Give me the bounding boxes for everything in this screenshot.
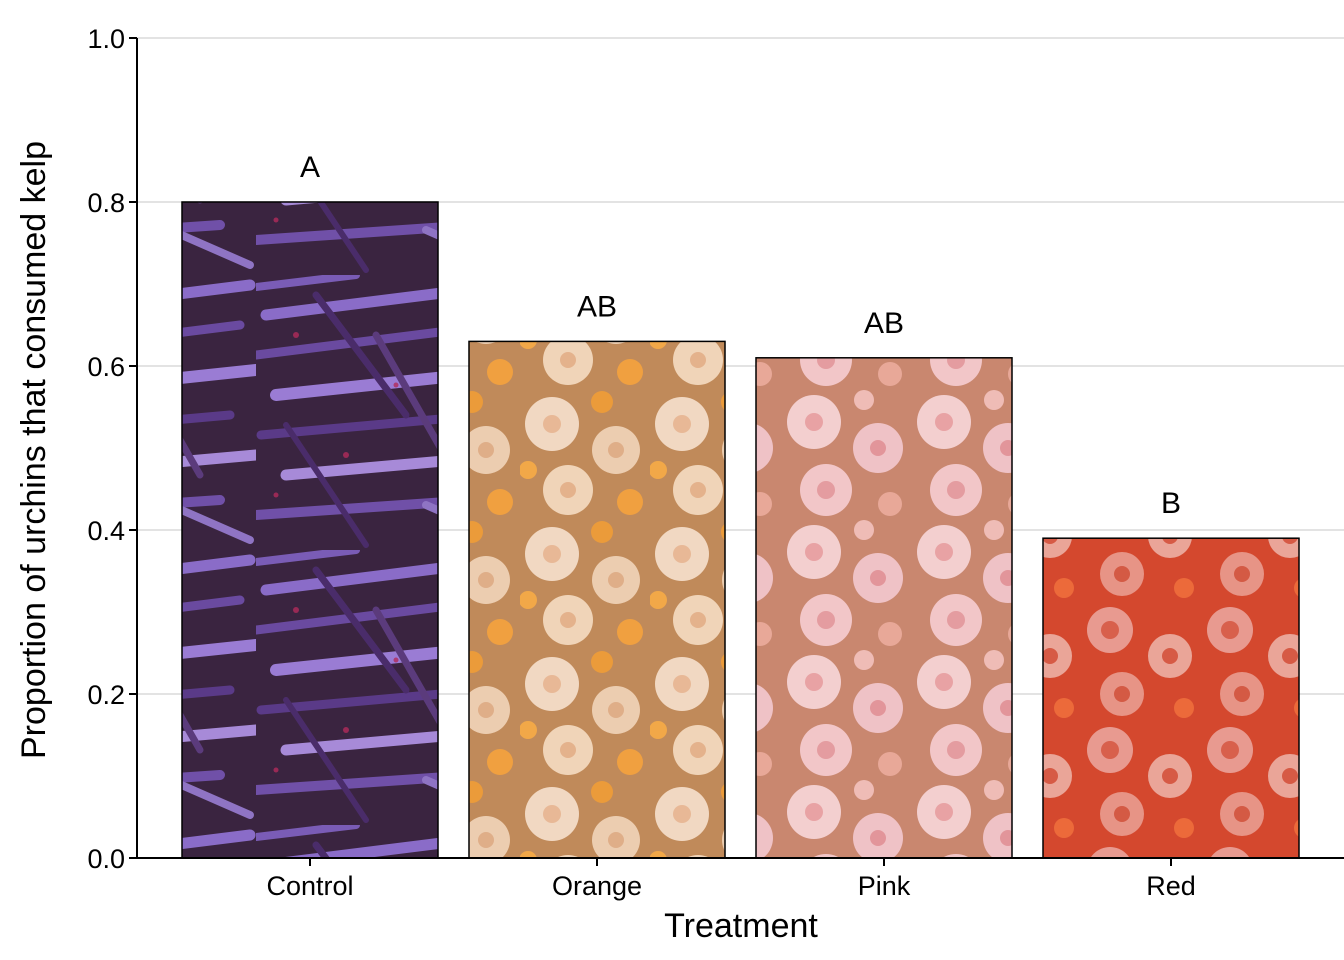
bar-red xyxy=(1042,537,1300,859)
axes xyxy=(136,38,1344,859)
y-axis-title: Proportion of urchins that consumed kelp xyxy=(15,141,53,759)
y-tick-label: 0.0 xyxy=(87,844,125,874)
significance-letter-control: A xyxy=(300,151,320,184)
significance-letter-red: B xyxy=(1161,487,1181,520)
significance-letter-orange: AB xyxy=(577,290,617,323)
bar-control xyxy=(181,201,439,859)
bar-orange xyxy=(468,340,726,859)
significance-letter-pink: AB xyxy=(864,307,904,340)
x-tick-label-pink: Pink xyxy=(858,871,911,901)
y-tick-label: 0.2 xyxy=(87,680,125,710)
bar-pink xyxy=(755,357,1013,859)
y-tick-label: 0.6 xyxy=(87,352,125,382)
significance-letters: A AB AB B xyxy=(300,151,1181,520)
x-tick-label-orange: Orange xyxy=(552,871,642,901)
x-axis-ticks: Control Orange Pink Red xyxy=(266,858,1196,901)
x-axis-title: Treatment xyxy=(664,907,818,945)
x-tick-label-red: Red xyxy=(1146,871,1196,901)
y-tick-label: 1.0 xyxy=(87,24,125,54)
bars xyxy=(181,201,1300,859)
y-tick-label: 0.4 xyxy=(87,516,125,546)
x-tick-label-control: Control xyxy=(266,871,353,901)
y-tick-label: 0.8 xyxy=(87,188,125,218)
y-axis-ticks: 0.0 0.2 0.4 0.6 0.8 1.0 xyxy=(87,24,137,874)
